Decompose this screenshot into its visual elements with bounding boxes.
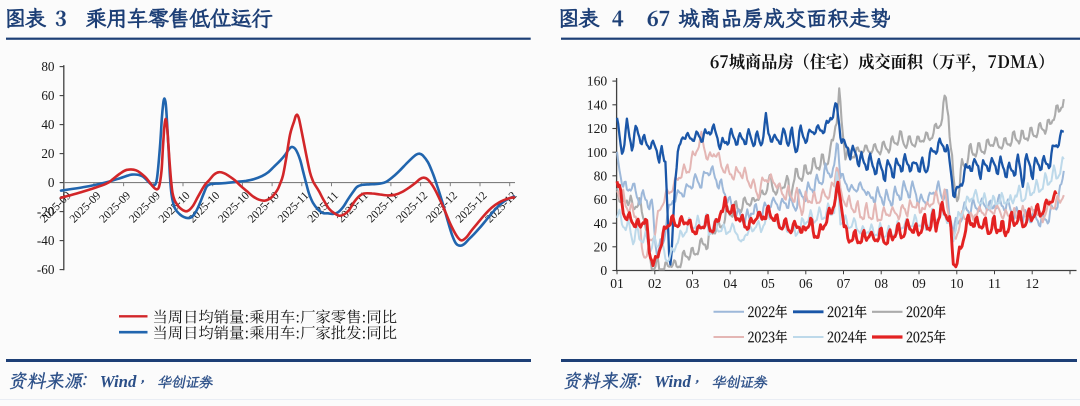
svg-text:80: 80 (41, 59, 55, 74)
svg-text:10: 10 (950, 276, 964, 291)
svg-text:07: 07 (837, 276, 851, 291)
svg-text:0: 0 (48, 175, 55, 190)
svg-text:2025-12: 2025-12 (483, 189, 520, 226)
svg-text:100: 100 (587, 145, 608, 160)
svg-text:2025-09: 2025-09 (97, 189, 134, 226)
svg-text:02: 02 (648, 276, 662, 291)
svg-text:2025-12: 2025-12 (453, 189, 490, 226)
svg-text:05: 05 (761, 276, 775, 291)
svg-text:80: 80 (594, 168, 608, 183)
svg-text:20: 20 (41, 146, 55, 161)
svg-text:Wind: Wind (654, 372, 691, 391)
svg-text:09: 09 (912, 276, 926, 291)
svg-text:-60: -60 (37, 262, 55, 277)
svg-text:12: 12 (1025, 276, 1039, 291)
svg-text:120: 120 (587, 121, 608, 136)
svg-text:01: 01 (610, 276, 624, 291)
svg-text:08: 08 (874, 276, 888, 291)
svg-text:2025-11: 2025-11 (275, 189, 311, 225)
svg-text:160: 160 (587, 74, 608, 89)
svg-text:140: 140 (587, 97, 608, 112)
svg-text:20: 20 (594, 239, 608, 254)
svg-text:60: 60 (41, 88, 55, 103)
svg-text:-20: -20 (37, 204, 55, 219)
svg-text:Wind: Wind (100, 372, 137, 391)
svg-text:40: 40 (594, 216, 608, 231)
svg-text:40: 40 (41, 117, 55, 132)
svg-text:2025-12: 2025-12 (423, 189, 460, 226)
svg-text:04: 04 (723, 276, 737, 291)
svg-text:2025-10: 2025-10 (215, 189, 252, 226)
svg-text:60: 60 (594, 192, 608, 207)
svg-text:2025-09: 2025-09 (126, 189, 163, 226)
svg-text:0: 0 (600, 263, 607, 278)
svg-text:06: 06 (799, 276, 813, 291)
svg-text:03: 03 (686, 276, 700, 291)
svg-text:-40: -40 (37, 233, 55, 248)
svg-text:11: 11 (988, 276, 1001, 291)
